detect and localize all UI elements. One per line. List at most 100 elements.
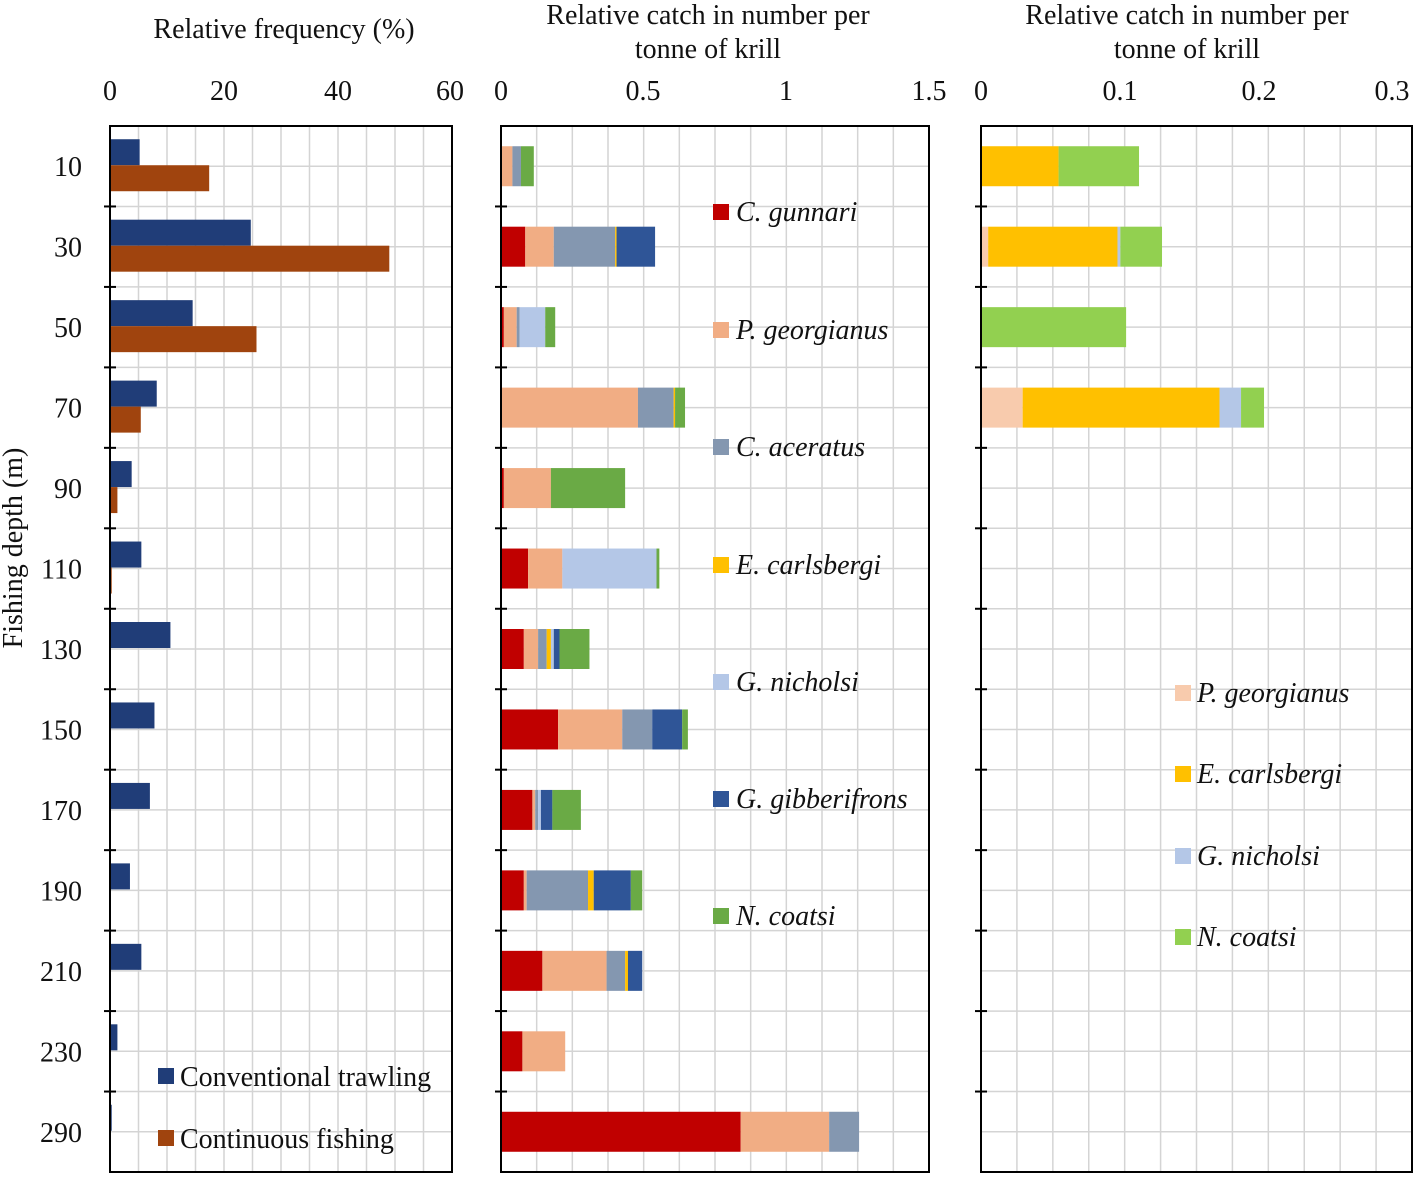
bar-segment-n-coatsi-50 — [981, 307, 1127, 348]
bar-conventional-trawling-70 — [110, 380, 157, 407]
p3-xtick-label: 0.3 — [1375, 76, 1410, 107]
bar-segment-e-carlsbergi-30 — [615, 226, 617, 267]
bar-segment-g-gibberifrons-130 — [553, 629, 560, 669]
bar-segment-c-aceratus-50 — [516, 307, 520, 348]
depth-label: 170 — [40, 796, 82, 827]
bar-segment-n-coatsi-70 — [1241, 387, 1265, 428]
depth-label: 290 — [40, 1118, 82, 1149]
bar-segment-c-aceratus-70 — [637, 387, 674, 428]
bar-segment-c-gunnari-170 — [501, 789, 533, 830]
legend-label-e-carlsbergi: E. carlsbergi — [735, 550, 881, 581]
bar-continuous-fishing-30 — [110, 245, 390, 272]
bar-continuous-fishing-10 — [110, 165, 210, 192]
bar-segment-p-georgianus-290 — [740, 1111, 830, 1152]
panel2-legend: C. gunnari P. georgianus C. aceratus E. … — [713, 197, 908, 932]
panel1-x-ticks: 0 20 40 60 — [103, 76, 464, 107]
bar-segment-c-gunnari-210 — [501, 950, 543, 991]
p2-xtick-label: 0 — [494, 76, 508, 107]
bar-segment-p-georgianus-190 — [523, 870, 527, 911]
panel1-legend: Conventional trawling Continuous fishing — [158, 1062, 431, 1155]
legend-swatch-g-nicholsi-2 — [1175, 848, 1191, 864]
p2-xtick-label: 0.5 — [626, 76, 661, 107]
depth-label: 30 — [54, 233, 82, 264]
legend-label-e-carlsbergi-2: E. carlsbergi — [1196, 759, 1342, 790]
bar-continuous-fishing-90 — [110, 487, 118, 514]
bar-conventional-trawling-30 — [110, 219, 251, 246]
bar-segment-p-georgianus-150 — [558, 709, 623, 750]
bar-segment-c-aceratus-10 — [512, 146, 521, 187]
panel-relative-catch-all: Relative catch in number per tonne of kr… — [494, 0, 947, 1173]
p3-xtick-label: 0.1 — [1103, 76, 1138, 107]
depth-label: 50 — [54, 313, 82, 344]
bar-continuous-fishing-50 — [110, 326, 257, 353]
bar-continuous-fishing-70 — [110, 406, 141, 433]
depth-label: 130 — [40, 635, 82, 666]
bar-segment-g-nicholsi-170 — [538, 789, 541, 830]
panel-relative-frequency: Relative frequency (%) 0 20 40 60 10 30 50… — [40, 14, 464, 1173]
bar-segment-c-gunnari-30 — [501, 226, 526, 267]
bar-segment-e-carlsbergi-30 — [988, 226, 1118, 267]
bar-segment-g-nicholsi-30 — [1117, 226, 1121, 267]
panel3-x-ticks: 0 0.1 0.2 0.3 — [974, 76, 1410, 107]
legend-swatch-g-nicholsi — [713, 674, 729, 690]
bar-segment-g-gibberifrons-150 — [652, 709, 683, 750]
bar-segment-c-gunnari-150 — [501, 709, 559, 750]
bar-segment-e-carlsbergi-10 — [981, 146, 1059, 187]
panel2-bars — [501, 146, 860, 1152]
panel3-bars — [981, 146, 1265, 428]
legend-label-p-georgianus-2: P. georgianus — [1196, 678, 1350, 709]
depth-label: 150 — [40, 715, 82, 746]
panel-relative-catch-myctophids: Relative catch in number per tonne of kr… — [974, 0, 1413, 1173]
depth-label: 190 — [40, 876, 82, 907]
bar-conventional-trawling-230 — [110, 1024, 118, 1051]
panel1-frame — [109, 125, 453, 1173]
legend-swatch-n-coatsi-2 — [1175, 929, 1191, 945]
bar-segment-p-georgianus-170 — [532, 789, 536, 830]
legend-swatch-conventional — [158, 1068, 174, 1084]
panel1-y-tick-marks — [104, 205, 116, 1093]
bar-conventional-trawling-50 — [110, 300, 193, 327]
p3-xtick-label: 0.2 — [1242, 76, 1277, 107]
legend-label-continuous: Continuous fishing — [180, 1124, 394, 1155]
depth-label: 230 — [40, 1037, 82, 1068]
bar-segment-p-georgianus-10 — [501, 146, 513, 187]
y-axis-label: Fishing depth (m) — [0, 448, 29, 649]
bar-segment-c-aceratus-30 — [553, 226, 616, 267]
bar-segment-c-gunnari-110 — [501, 548, 529, 589]
bar-segment-n-coatsi-170 — [552, 789, 581, 830]
bar-segment-e-carlsbergi-210 — [625, 950, 628, 991]
bar-segment-c-aceratus-130 — [538, 629, 547, 669]
legend-label-c-aceratus: C. aceratus — [736, 432, 865, 463]
legend-swatch-c-aceratus — [713, 439, 729, 455]
legend-label-conventional: Conventional trawling — [180, 1062, 431, 1093]
panel3-legend: P. georgianus E. carlsbergi G. nicholsi … — [1175, 678, 1350, 953]
legend-label-n-coatsi-2: N. coatsi — [1196, 922, 1297, 953]
bar-segment-e-carlsbergi-130 — [546, 629, 551, 669]
bar-segment-p-georgianus-30 — [981, 226, 989, 267]
bar-segment-p-georgianus-70 — [981, 387, 1023, 428]
legend-swatch-e-carlsbergi — [713, 557, 729, 573]
bar-conventional-trawling-150 — [110, 702, 155, 729]
p1-xtick-label: 40 — [324, 76, 352, 107]
bar-segment-c-gunnari-190 — [501, 870, 524, 911]
panel3-y-tick-marks — [975, 205, 987, 1093]
legend-swatch-c-gunnari — [713, 204, 729, 220]
legend-swatch-p-georgianus-2 — [1175, 685, 1191, 701]
legend-swatch-e-carlsbergi-2 — [1175, 766, 1191, 782]
bar-segment-p-georgianus-210 — [542, 950, 607, 991]
p1-xtick-label: 20 — [210, 76, 238, 107]
bar-segment-c-gunnari-90 — [501, 468, 504, 509]
p1-xtick-label: 0 — [103, 76, 117, 107]
panel2-y-tick-marks — [495, 205, 507, 1093]
legend-swatch-g-gibberifrons — [713, 791, 729, 807]
legend-label-g-gibberifrons: G. gibberifrons — [736, 784, 908, 815]
bar-segment-n-coatsi-190 — [630, 870, 643, 911]
bar-segment-e-carlsbergi-190 — [588, 870, 594, 911]
bar-segment-g-nicholsi-130 — [550, 629, 554, 669]
legend-label-c-gunnari: C. gunnari — [736, 197, 857, 228]
bar-segment-n-coatsi-10 — [1058, 146, 1140, 187]
bar-segment-p-georgianus-230 — [522, 1031, 566, 1072]
bar-segment-g-gibberifrons-170 — [540, 789, 553, 830]
panel3-grid — [981, 126, 1412, 1172]
bar-segment-n-coatsi-10 — [520, 146, 534, 187]
